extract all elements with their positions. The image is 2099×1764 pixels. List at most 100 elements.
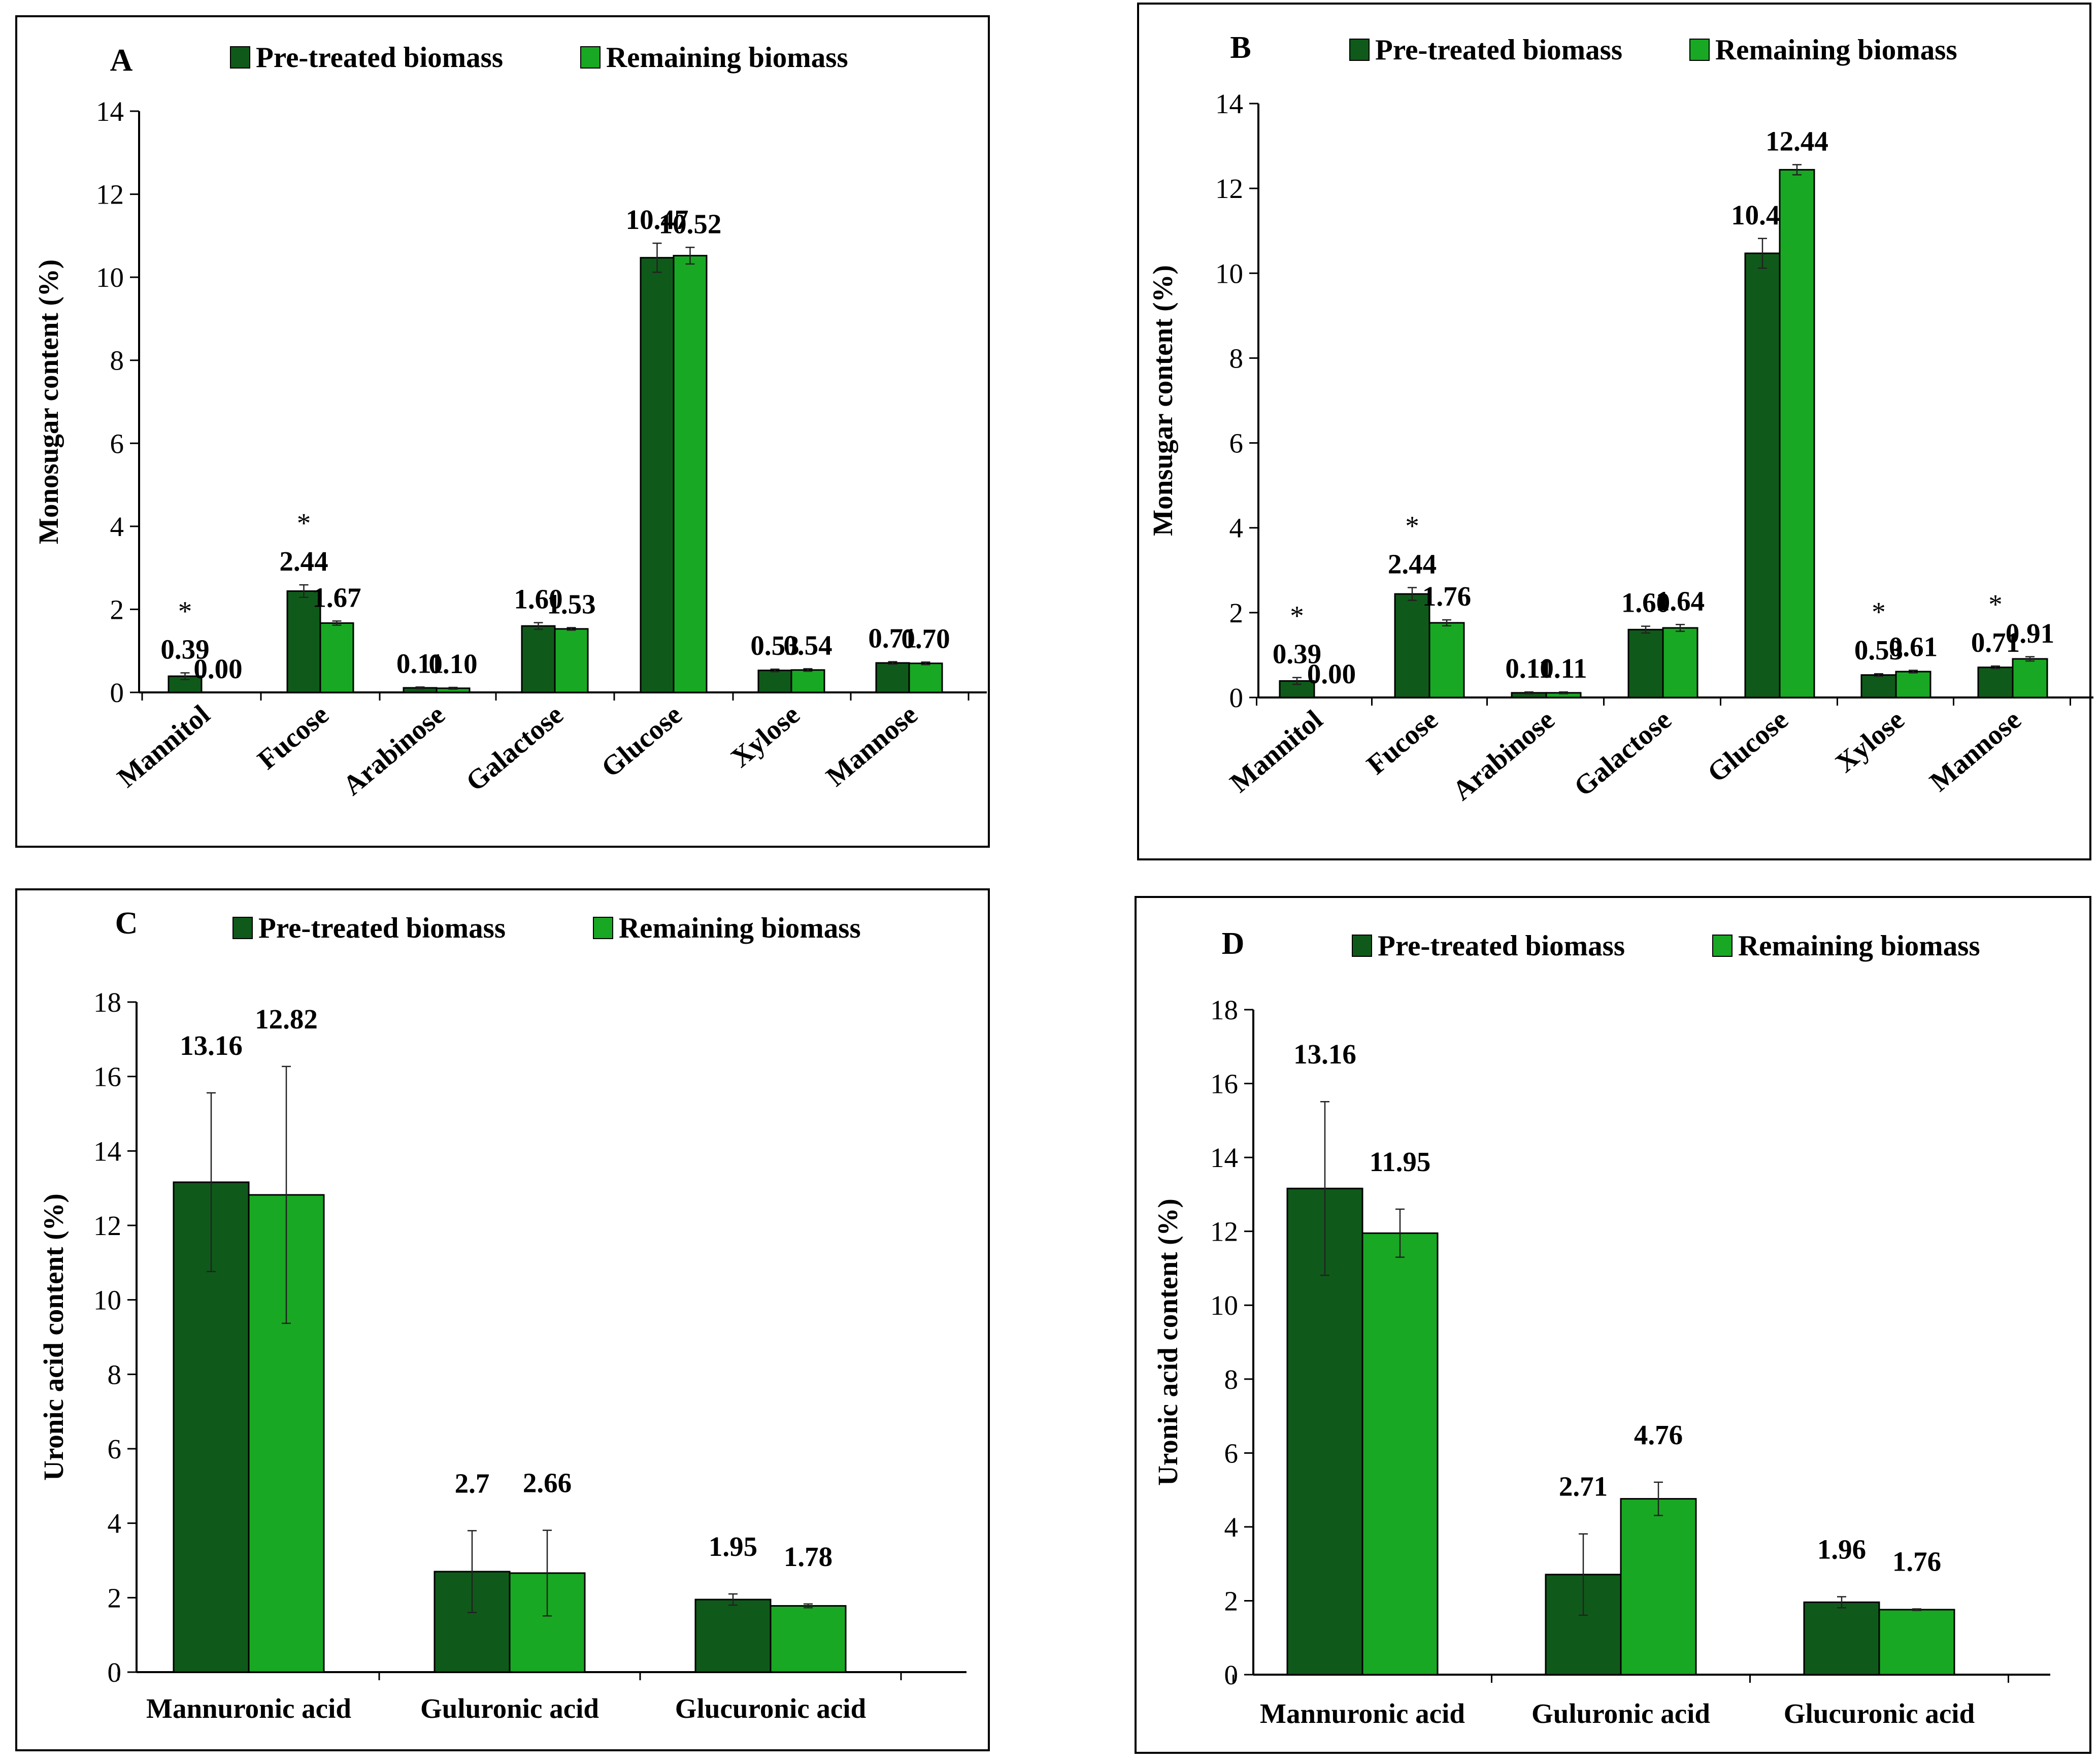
- value-label: 10.52: [659, 208, 722, 239]
- x-category-label: Mannose: [1924, 704, 2027, 797]
- value-label: 1.60: [1621, 587, 1670, 618]
- significance-star: *: [178, 596, 192, 627]
- y-tick-label: 8: [108, 1359, 122, 1390]
- x-category-label: Fucose: [1360, 704, 1443, 780]
- value-label: 0.11: [1505, 653, 1552, 684]
- panel-letter: A: [110, 43, 133, 78]
- legend-label-pretreated: Pre-treated biomass: [1378, 930, 1625, 962]
- bar-remaining: [319, 622, 354, 693]
- value-label: 1.76: [1892, 1546, 1941, 1577]
- bar-pretreated: [1977, 667, 2014, 698]
- value-label: 0.54: [783, 629, 832, 660]
- y-tick-label: 16: [93, 1061, 121, 1092]
- y-tick-label: 8: [1229, 343, 1244, 374]
- y-tick-label: 4: [1229, 513, 1244, 544]
- y-axis-title: Monosugar content (%): [33, 259, 64, 544]
- value-label: 0.53: [750, 630, 799, 661]
- bar-remaining: [1620, 1498, 1697, 1676]
- y-tick-label: 12: [1215, 173, 1243, 204]
- panel-letter: D: [1222, 926, 1245, 961]
- value-label: 1.96: [1817, 1534, 1866, 1565]
- y-tick-label: 2: [1229, 597, 1244, 628]
- value-label: 2.71: [1559, 1471, 1608, 1502]
- y-tick-label: 10: [1210, 1290, 1238, 1321]
- bar-remaining: [554, 628, 589, 693]
- x-category-label: Mannuronic acid: [1260, 1698, 1465, 1729]
- bar-remaining: [1428, 622, 1465, 698]
- value-label: 1.95: [709, 1531, 757, 1562]
- chart-c: C Pre-treated biomass Remaining biomass 0 2 4…: [38, 906, 967, 1724]
- y-tick-label: 0: [108, 1657, 122, 1688]
- significance-star: *: [1290, 601, 1304, 631]
- value-label: 2.44: [1388, 549, 1437, 580]
- legend-label-remaining: Remaining biomass: [1715, 34, 1957, 66]
- x-category-label: Xylose: [1829, 704, 1910, 778]
- panel-b: B Pre-treated biomass Remaining biomass 0 2 4…: [1137, 3, 2093, 860]
- chart-d: D Pre-treated biomass Remaining biomass 0 2 4…: [1152, 926, 2050, 1729]
- y-tick-label: 0: [1224, 1659, 1239, 1690]
- significance-star: *: [1872, 596, 1886, 627]
- y-axis-title: Uronic acid content (%): [1152, 1199, 1183, 1486]
- value-label: 4.76: [1634, 1419, 1683, 1450]
- y-axis-title: Monsugar content (%): [1147, 265, 1178, 536]
- value-label: 1.67: [312, 582, 361, 613]
- bar-pretreated: [694, 1599, 772, 1673]
- panel-letter: C: [115, 906, 138, 941]
- value-label: 0.00: [1307, 658, 1356, 689]
- y-tick-label: 16: [1210, 1069, 1238, 1100]
- legend-label-pretreated: Pre-treated biomass: [1375, 34, 1622, 66]
- y-tick-label: 12: [96, 179, 124, 210]
- chart-a: A Pre-treated biomass Remaining biomass 0 2 4…: [33, 42, 987, 801]
- legend-label-pretreated: Pre-treated biomass: [256, 42, 503, 74]
- value-label: 11.95: [1370, 1146, 1431, 1177]
- bar-remaining: [2012, 658, 2048, 698]
- y-tick-label: 8: [1224, 1364, 1239, 1395]
- y-tick-label: 14: [93, 1136, 121, 1167]
- bar-pretreated: [1803, 1601, 1880, 1676]
- x-category-label: Mannitol: [1224, 704, 1328, 798]
- value-label: 13.16: [1293, 1039, 1356, 1070]
- legend-swatch-pretreated: [1352, 935, 1372, 957]
- legend-swatch-remaining: [1689, 39, 1710, 61]
- value-label: 0.00: [193, 653, 242, 684]
- legend-label-remaining: Remaining biomass: [619, 912, 861, 944]
- value-label: 2.7: [455, 1468, 490, 1499]
- bar-pretreated: [640, 257, 675, 693]
- value-label: 0.70: [901, 623, 950, 654]
- legend-swatch-pretreated: [230, 46, 250, 69]
- y-tick-label: 10: [93, 1285, 121, 1316]
- y-tick-label: 12: [1210, 1216, 1238, 1247]
- x-category-label: Glucose: [1702, 704, 1794, 788]
- y-tick-label: 10: [1215, 258, 1243, 289]
- y-tick-label: 2: [110, 594, 124, 625]
- significance-star: *: [1405, 511, 1419, 542]
- x-category-label: Guluronic acid: [1531, 1698, 1710, 1729]
- value-label: 0.53: [1854, 635, 1903, 665]
- y-tick-label: 14: [1215, 88, 1243, 119]
- value-label: 0.11: [396, 648, 444, 679]
- legend-swatch-remaining: [593, 917, 613, 939]
- legend-label-remaining: Remaining biomass: [1738, 930, 1980, 962]
- legend-label-remaining: Remaining biomass: [606, 42, 848, 74]
- value-label: 2.44: [279, 546, 328, 577]
- y-tick-label: 2: [108, 1582, 122, 1613]
- significance-star: *: [1988, 589, 2003, 620]
- y-tick-label: 8: [110, 345, 124, 376]
- x-category-label: Arabinose: [1447, 704, 1560, 806]
- legend-swatch-pretreated: [232, 917, 253, 939]
- y-tick-label: 14: [1210, 1142, 1238, 1173]
- value-label: 0.71: [868, 622, 917, 653]
- significance-star: *: [297, 508, 311, 539]
- x-category-label: Guluronic acid: [420, 1693, 599, 1724]
- x-category-label: Galactose: [1568, 704, 1677, 802]
- value-label: 0.39: [160, 634, 209, 665]
- value-label: 0.11: [1540, 653, 1587, 684]
- bar-remaining: [770, 1605, 847, 1673]
- y-tick-label: 6: [1229, 428, 1244, 459]
- bar-remaining: [790, 669, 825, 693]
- bar-pretreated: [1744, 252, 1781, 698]
- panel-a: A Pre-treated biomass Remaining biomass 0 2 4…: [15, 15, 990, 848]
- value-label: 1.78: [784, 1541, 832, 1572]
- value-label: 12.44: [1765, 125, 1828, 156]
- y-tick-label: 6: [108, 1434, 122, 1465]
